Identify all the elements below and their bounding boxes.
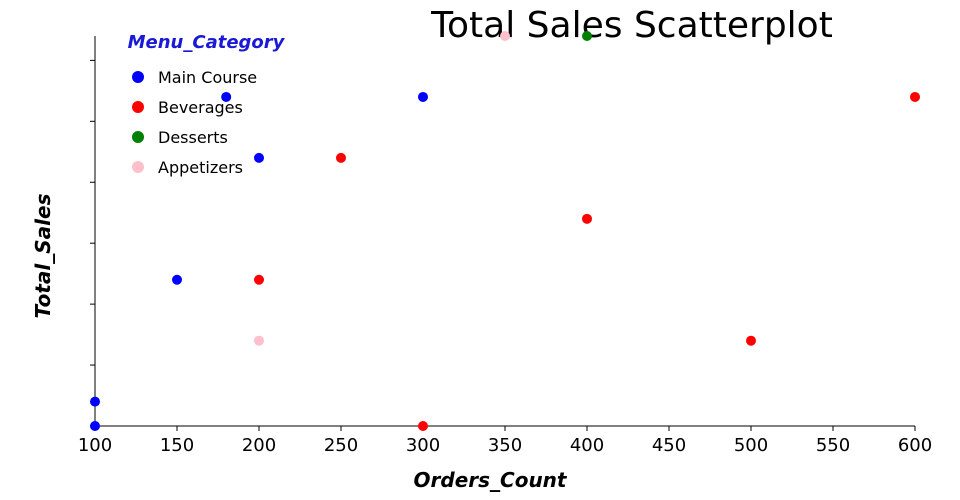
data-point-main-course [418,91,428,102]
data-point-main-course [254,152,264,163]
legend-title: Menu_Category [128,32,286,53]
legend-marker [132,71,144,83]
x-tick-label: 600 [898,435,932,456]
y-ticks [90,59,95,427]
data-point-beverages [254,274,264,285]
data-point-beverages [582,213,592,224]
data-point-main-course [90,421,100,431]
x-tick-label: 200 [242,435,276,456]
x-tick-label: 150 [160,435,194,456]
data-point-appetizers [500,31,510,41]
data-points [90,31,920,431]
data-point-beverages [418,421,428,431]
data-point-main-course [172,274,182,285]
chart-title: Total Sales Scatterplot [430,5,833,46]
x-tick-label: 400 [570,435,604,456]
legend-label: Desserts [158,128,228,147]
x-tick-label: 450 [652,435,686,456]
legend-label: Beverages [158,98,243,117]
data-point-main-course [221,91,232,102]
x-tick-label: 350 [488,435,522,456]
x-tick-label: 250 [324,435,358,456]
axes: 100 150 200 250 300 350 400 450 500 550 600 [78,36,932,456]
data-point-appetizers [254,335,264,346]
legend-label: Appetizers [158,158,243,177]
x-tick-label: 300 [406,435,440,456]
legend-marker [132,101,144,113]
y-axis-label: Total_Sales [31,193,55,318]
data-point-beverages [910,91,920,102]
legend-marker [132,161,144,173]
x-ticks: 100 150 200 250 300 350 400 450 500 550 600 [78,426,932,456]
legend: Menu_Category Main Course Beverages Desser… [128,32,286,177]
legend-items: Main Course Beverages Desserts Appetizers [132,68,257,177]
data-point-beverages [336,152,346,163]
x-axis-label: Orders_Count [414,468,568,492]
x-tick-label: 550 [816,435,850,456]
x-tick-label: 500 [734,435,768,456]
data-point-beverages [746,335,756,346]
legend-label: Main Course [158,68,257,87]
legend-marker [132,131,144,143]
x-tick-label: 100 [78,435,112,456]
data-point-desserts [582,31,592,41]
data-point-main-course [90,396,100,407]
